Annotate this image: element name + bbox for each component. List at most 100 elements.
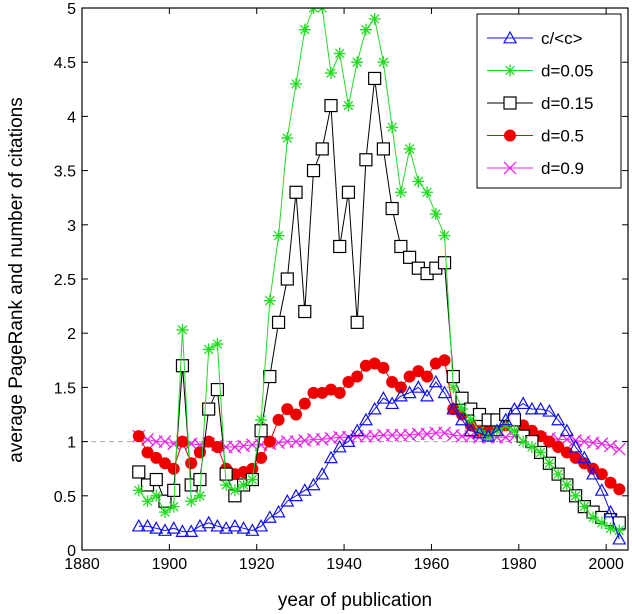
legend-marker-4	[503, 161, 517, 175]
data-point-1-5	[176, 323, 189, 336]
y-tick-label-5: 2.5	[54, 272, 76, 289]
data-point-1-11	[228, 484, 241, 497]
legend-entries: c/<c> d=0.05 d=0.15 d=0.5 d=0.9	[487, 29, 593, 178]
data-point-1-2	[150, 489, 163, 502]
data-point-0-42	[498, 412, 513, 426]
data-point-1-22	[324, 67, 337, 80]
data-point-3-4	[167, 462, 180, 475]
y-tick-label-9: 4.5	[54, 55, 76, 72]
data-point-3-29	[386, 375, 399, 388]
series-0	[131, 374, 627, 545]
y-tick-label-3: 1.5	[54, 380, 76, 397]
data-point-3-5	[176, 435, 189, 448]
data-point-1-28	[377, 56, 390, 69]
data-point-2-14	[254, 424, 268, 438]
data-point-0-34	[428, 374, 443, 388]
x-tick-label-1: 1900	[152, 556, 188, 573]
data-point-0-3	[157, 523, 173, 536]
data-point-4-53	[595, 437, 609, 451]
data-point-3-14	[255, 451, 268, 464]
data-point-1-16	[272, 229, 285, 242]
data-point-2-17	[280, 272, 294, 286]
data-point-0-33	[420, 388, 435, 402]
data-point-0-35	[437, 385, 452, 399]
data-point-4-3	[158, 435, 172, 449]
data-point-2-19	[298, 304, 312, 319]
data-point-2-28	[376, 142, 390, 156]
data-point-1-48	[552, 468, 565, 481]
data-point-3-19	[298, 397, 311, 410]
x-tick-label-3: 1940	[326, 556, 362, 573]
data-point-0-41	[489, 423, 504, 437]
legend-marker-2	[503, 96, 517, 110]
data-point-1-24	[342, 99, 355, 112]
data-point-2-18	[289, 185, 303, 199]
data-point-2-35	[437, 256, 452, 270]
y-tick-label-0: 0	[67, 543, 76, 560]
data-point-3-3	[158, 457, 171, 470]
data-point-1-6	[185, 495, 198, 508]
data-point-3-51	[578, 457, 591, 470]
legend-entry-4: d=0.9	[487, 159, 584, 178]
data-point-3-17	[281, 403, 294, 416]
data-point-0-47	[542, 404, 557, 417]
series-line-0	[138, 381, 620, 540]
data-point-2-20	[306, 164, 321, 178]
data-point-2-16	[271, 315, 286, 329]
data-point-0-37	[454, 412, 470, 426]
data-point-0-52	[586, 466, 601, 480]
data-point-1-13	[246, 473, 259, 486]
data-point-3-48	[552, 441, 565, 454]
data-point-3-2	[150, 451, 163, 464]
y-tick-label-4: 2	[67, 326, 76, 343]
data-point-0-36	[446, 401, 461, 415]
data-point-0-49	[559, 423, 574, 437]
data-point-2-30	[394, 239, 408, 254]
data-point-0-54	[603, 504, 618, 518]
x-tick-label-5: 1980	[501, 556, 537, 573]
legend-label-3: d=0.5	[541, 127, 584, 146]
data-point-2-15	[263, 369, 277, 384]
legend-label-2: d=0.15	[541, 94, 593, 113]
data-point-0-44	[516, 396, 531, 410]
data-point-1-9	[211, 338, 224, 351]
data-point-3-54	[604, 476, 617, 489]
data-point-2-5	[175, 359, 190, 373]
data-point-2-2	[149, 472, 163, 487]
data-point-0-26	[358, 412, 373, 426]
data-point-1-34	[429, 207, 442, 220]
data-point-1-3	[158, 506, 171, 519]
data-point-0-16	[271, 504, 286, 518]
data-point-3-55	[613, 483, 626, 496]
data-point-1-39	[473, 424, 486, 437]
data-point-2-27	[368, 71, 382, 86]
series-layer	[131, 8, 627, 545]
legend-box	[476, 13, 622, 189]
data-point-1-4	[167, 500, 180, 513]
data-point-1-33	[421, 186, 434, 199]
data-point-0-25	[350, 423, 365, 437]
data-point-0-21	[315, 466, 330, 480]
data-point-3-13	[246, 462, 259, 475]
data-point-1-49	[560, 478, 573, 491]
data-point-2-3	[158, 494, 172, 508]
data-point-2-24	[341, 185, 356, 199]
y-axis-title: average PageRank and number of citations	[6, 97, 27, 462]
data-point-1-14	[255, 413, 268, 426]
data-point-2-9	[210, 382, 225, 397]
data-point-3-6	[185, 457, 198, 470]
data-point-1-17	[281, 132, 294, 145]
data-point-2-31	[403, 250, 417, 264]
data-point-1-19	[298, 23, 311, 36]
data-point-1-32	[412, 175, 425, 188]
data-point-0-51	[577, 450, 592, 464]
data-point-1-26	[359, 23, 372, 36]
data-point-3-25	[351, 370, 364, 383]
data-point-2-29	[385, 201, 399, 216]
data-point-1-46	[534, 446, 547, 459]
x-tick-label-6: 2000	[588, 556, 624, 573]
data-point-0-38	[463, 423, 478, 437]
tick-layer: 1880 1900 1920 1940 1960 1980 2000 0 0.5 1 1.5 2 2.5…	[54, 1, 628, 573]
data-point-0-28	[376, 391, 391, 404]
